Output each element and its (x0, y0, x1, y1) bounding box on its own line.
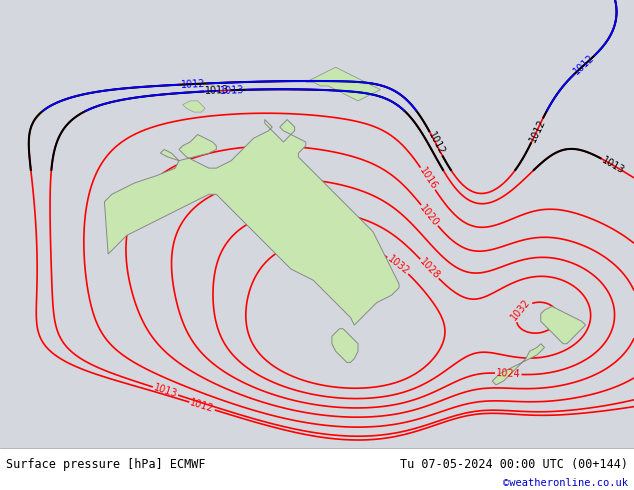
Text: 1013: 1013 (152, 383, 179, 399)
Polygon shape (541, 306, 586, 344)
Text: 1013: 1013 (205, 85, 230, 97)
Polygon shape (492, 344, 545, 385)
Text: 1016: 1016 (417, 166, 439, 192)
Text: 1012: 1012 (572, 53, 597, 77)
Polygon shape (306, 67, 380, 101)
Text: Tu 07-05-2024 00:00 UTC (00+144): Tu 07-05-2024 00:00 UTC (00+144) (399, 458, 628, 471)
Text: 1020: 1020 (418, 203, 441, 228)
Text: Surface pressure [hPa] ECMWF: Surface pressure [hPa] ECMWF (6, 458, 206, 471)
Text: ©weatheronline.co.uk: ©weatheronline.co.uk (503, 478, 628, 488)
Polygon shape (183, 101, 205, 112)
Text: 1012: 1012 (181, 78, 205, 90)
Polygon shape (332, 329, 358, 363)
Text: 1012: 1012 (189, 397, 216, 415)
Text: 1028: 1028 (417, 256, 441, 281)
Text: 1013: 1013 (600, 155, 626, 175)
Polygon shape (105, 120, 399, 325)
Text: 1024: 1024 (496, 368, 521, 379)
Text: 1032: 1032 (385, 254, 411, 277)
Text: 1012: 1012 (527, 117, 547, 144)
Text: 1032: 1032 (509, 297, 533, 323)
Text: 1013: 1013 (220, 85, 245, 96)
Text: 1012: 1012 (426, 131, 446, 157)
